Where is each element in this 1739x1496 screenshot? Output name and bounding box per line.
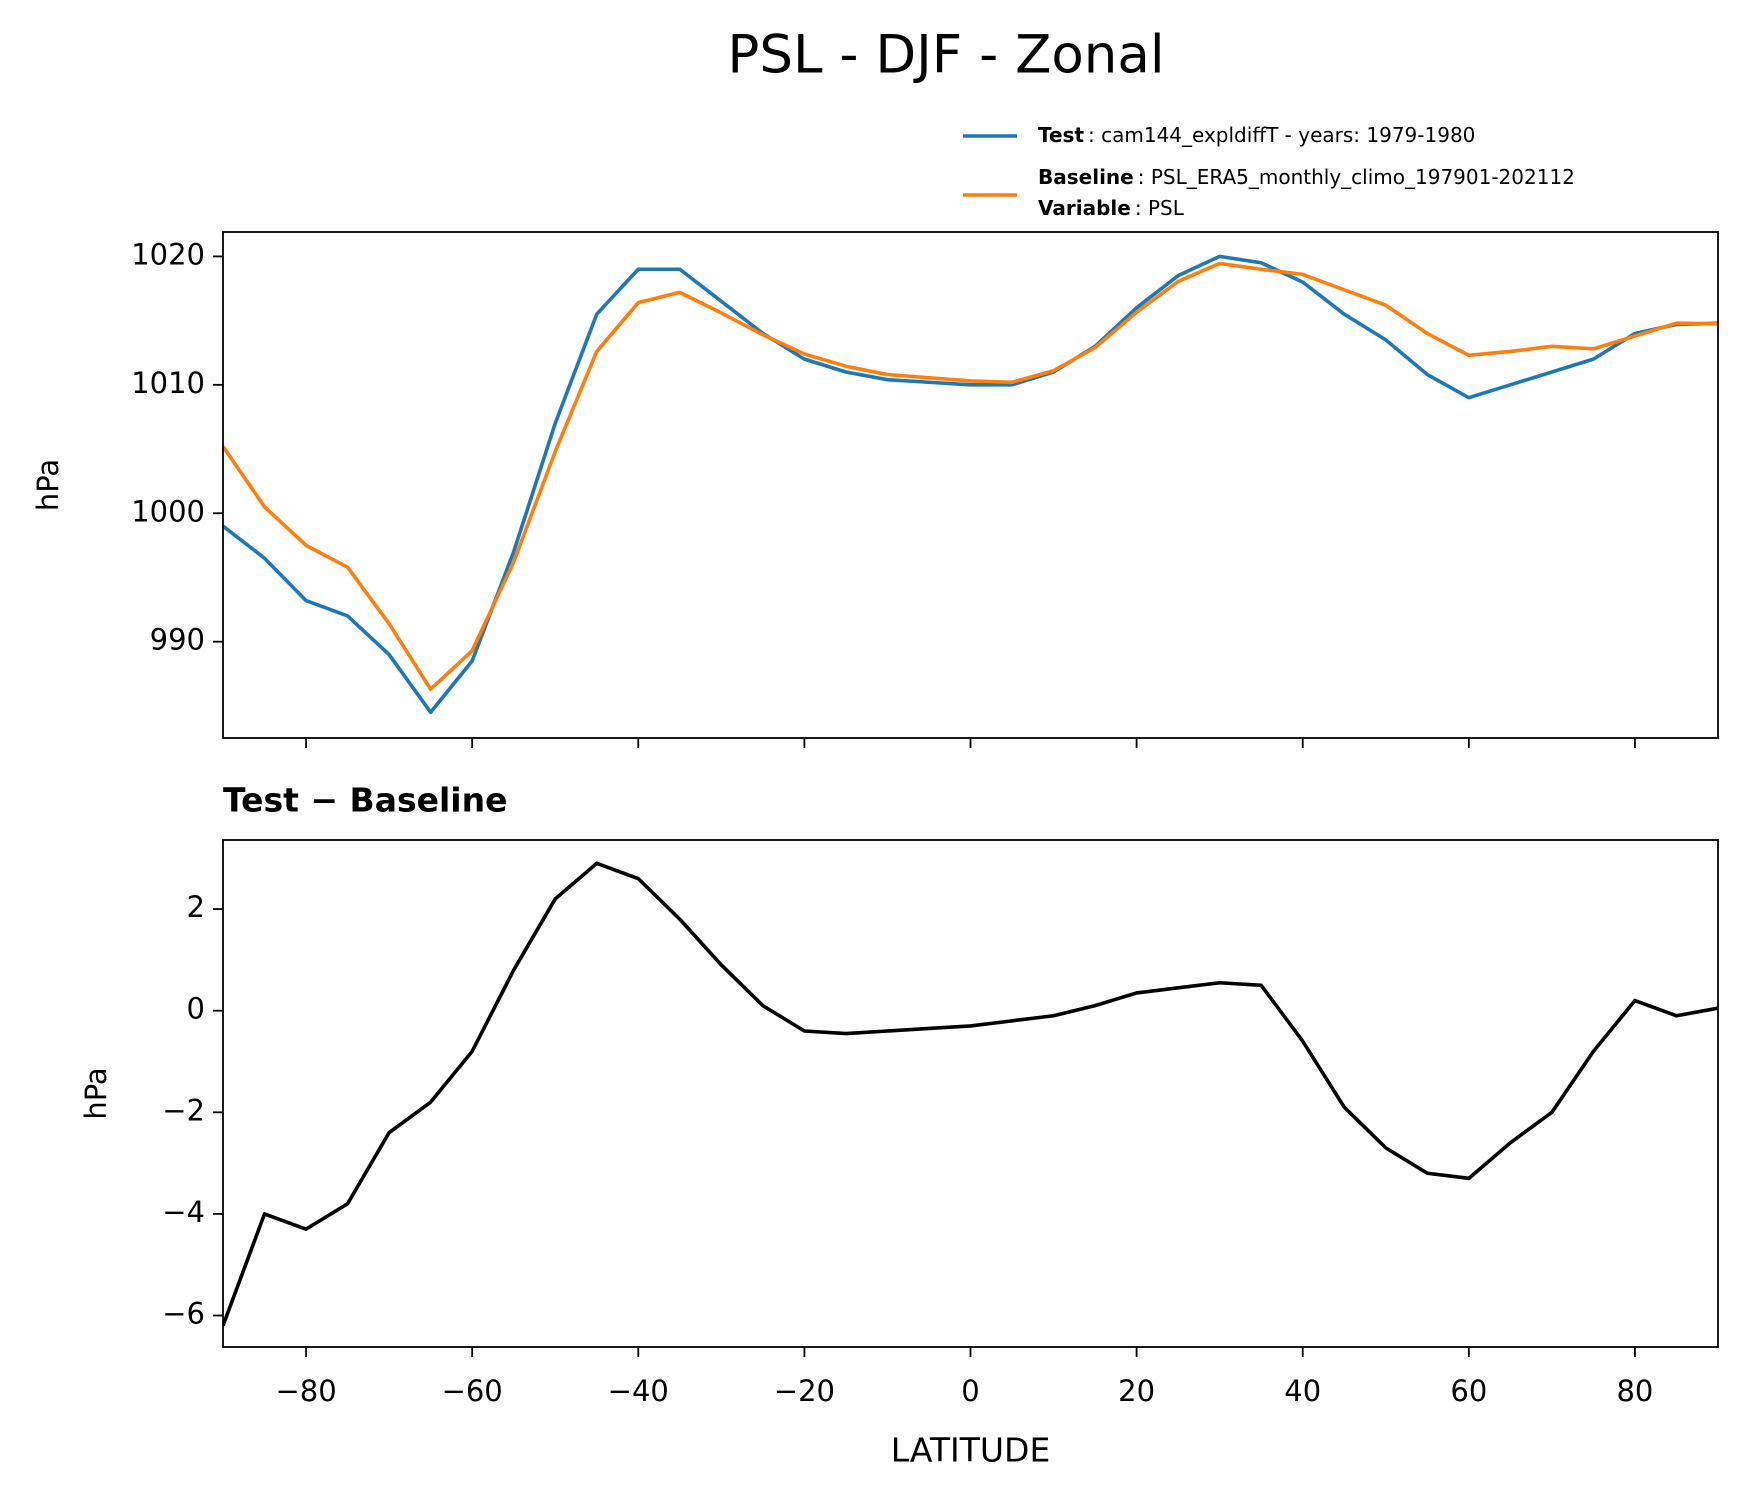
legend-label: Test: cam144_expldiffT - years: 1979-198…	[1038, 123, 1475, 147]
legend-desc: : PSL	[1135, 196, 1185, 220]
legend-name: Baseline	[1038, 165, 1134, 189]
legend-desc: : cam144_expldiffT - years: 1979-1980	[1088, 123, 1475, 147]
x-tick-label: 60	[1450, 1374, 1487, 1408]
y-tick-label: 1000	[131, 494, 205, 528]
x-tick-label: −80	[275, 1374, 336, 1408]
y-axis-label: hPa	[31, 459, 65, 511]
axes-frame	[222, 839, 1719, 1348]
data-line	[223, 861, 1718, 1327]
y-axis-label: hPa	[79, 1067, 113, 1119]
x-tick-label: 0	[961, 1374, 979, 1408]
y-tick-label: −2	[162, 1093, 205, 1127]
x-tick-label: −60	[442, 1374, 503, 1408]
legend-label: Variable: PSL	[1038, 196, 1185, 220]
legend-name: Variable	[1038, 196, 1131, 220]
data-line	[223, 261, 1718, 691]
x-tick-label: 80	[1616, 1374, 1653, 1408]
x-tick-label: −20	[774, 1374, 835, 1408]
subplot-title: Test − Baseline	[223, 781, 508, 820]
figure-title: PSL - DJF - Zonal	[727, 25, 1164, 86]
x-tick-label: 40	[1284, 1374, 1321, 1408]
x-axis-label: LATITUDE	[891, 1431, 1051, 1470]
x-tick-label: 20	[1118, 1374, 1155, 1408]
legend-label: Baseline: PSL_ERA5_monthly_climo_197901-…	[1038, 165, 1575, 189]
y-tick-label: −4	[162, 1195, 205, 1229]
x-tick-label: −40	[608, 1374, 669, 1408]
y-tick-label: 2	[187, 890, 205, 924]
data-line	[223, 254, 1718, 715]
y-tick-label: 1010	[131, 366, 205, 400]
legend-name: Test	[1038, 123, 1084, 147]
axes-frame	[222, 231, 1719, 739]
legend-desc: : PSL_ERA5_monthly_climo_197901-202112	[1138, 165, 1575, 189]
y-tick-label: −6	[162, 1297, 205, 1331]
y-tick-label: 0	[187, 992, 205, 1026]
y-tick-label: 1020	[131, 237, 205, 271]
y-tick-label: 990	[150, 623, 205, 657]
